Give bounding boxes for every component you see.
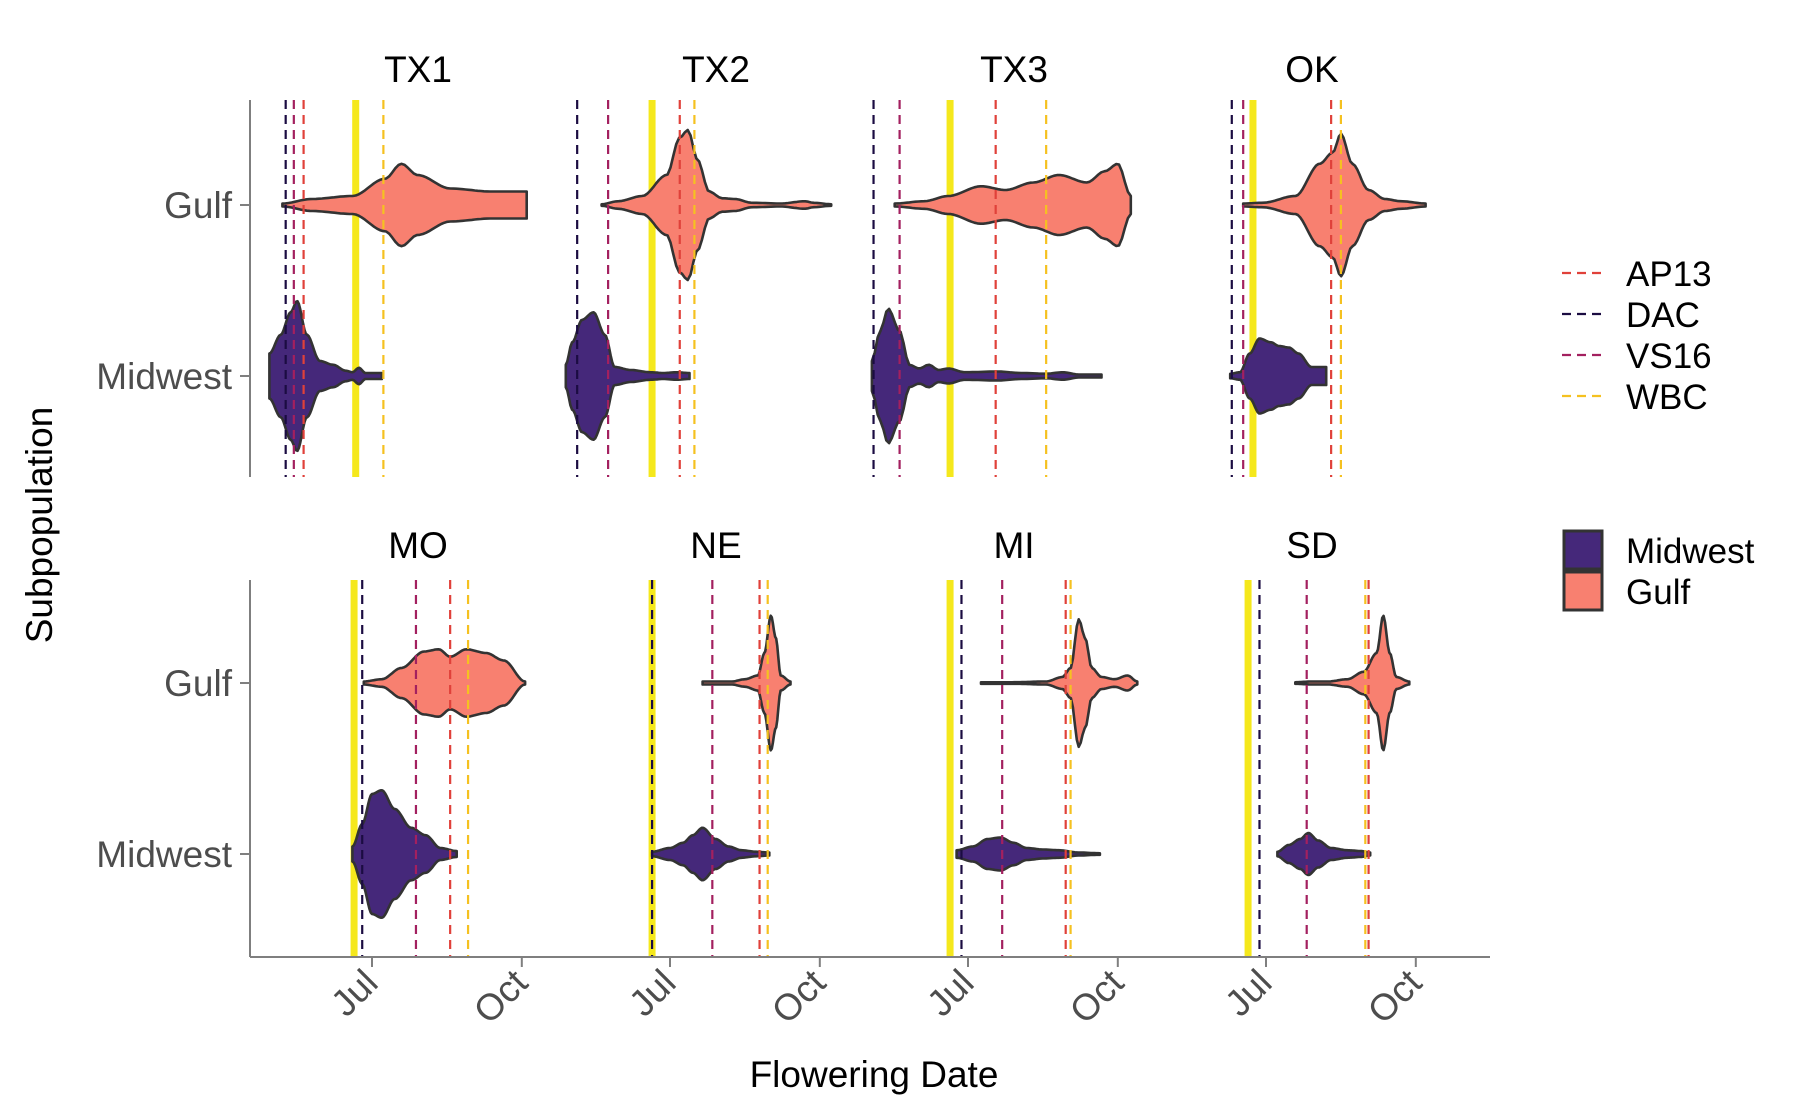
violin-midwest (351, 789, 458, 919)
legend-label: Midwest (1626, 532, 1755, 571)
violin-gulf (362, 648, 527, 718)
legend-label: WBC (1626, 378, 1708, 417)
legend-label: Gulf (1626, 573, 1690, 612)
violin-midwest (564, 311, 691, 441)
x-tick-label: Jul (1217, 962, 1279, 1024)
panel-title: MO (388, 525, 448, 566)
violin-gulf (1294, 614, 1411, 752)
legend-key-gulf (1562, 570, 1604, 612)
panel-sd: SD (1244, 525, 1411, 957)
panel-title: SD (1286, 525, 1337, 566)
x-tick-label: Jul (621, 962, 683, 1024)
panel-tx1: TX1 (268, 49, 528, 477)
violin-gulf (893, 162, 1133, 248)
panel-tx2: TX2 (564, 49, 833, 477)
violin-midwest (1276, 831, 1372, 877)
panel-title: TX1 (384, 49, 452, 90)
x-tick-label: Oct (1062, 961, 1132, 1031)
legend-label: DAC (1626, 296, 1700, 335)
panel-title: OK (1285, 49, 1339, 90)
y-axis-title: Subpopulation (19, 407, 60, 644)
legend-key-midwest (1562, 529, 1604, 571)
violin-gulf (600, 128, 833, 282)
violin-gulf (1241, 132, 1427, 278)
x-tick-label: Jul (323, 962, 385, 1024)
legend-label: VS16 (1626, 337, 1712, 376)
panel-title: TX2 (682, 49, 750, 90)
y-tick-label: Gulf (164, 185, 233, 226)
x-tick-label: Jul (919, 962, 981, 1024)
panel-mi: MI (946, 525, 1139, 957)
facet-panels: TX1 TX2 TX3 OK MO NE MI SD (268, 49, 1427, 957)
violin-gulf (701, 614, 792, 752)
y-tick-label: Midwest (96, 356, 232, 397)
axes: Gulf Midwest Gulf Midwest Jul Oct Jul Oct Jul Oct… (96, 100, 1490, 1031)
y-tick-label: Midwest (96, 834, 232, 875)
violin-gulf (979, 618, 1139, 749)
violin-gulf (281, 162, 528, 248)
violin-midwest (955, 836, 1102, 872)
panel-ne: NE (648, 525, 792, 957)
violin-midwest (870, 307, 1103, 445)
x-tick-label: Oct (466, 961, 536, 1031)
panel-mo: MO (350, 525, 527, 957)
x-axis-title: Flowering Date (750, 1054, 999, 1095)
panel-title: NE (690, 525, 741, 566)
violin-midwest (650, 826, 771, 882)
x-tick-label: Oct (764, 961, 834, 1031)
legend-label: AP13 (1626, 255, 1712, 294)
panel-title: TX3 (980, 49, 1048, 90)
panel-ok: OK (1228, 49, 1427, 477)
panel-tx3: TX3 (870, 49, 1133, 477)
y-tick-label: Gulf (164, 663, 233, 704)
panel-title: MI (993, 525, 1034, 566)
violin-midwest (1228, 337, 1328, 415)
x-tick-label: Oct (1360, 961, 1430, 1031)
violin-midwest (268, 299, 384, 453)
